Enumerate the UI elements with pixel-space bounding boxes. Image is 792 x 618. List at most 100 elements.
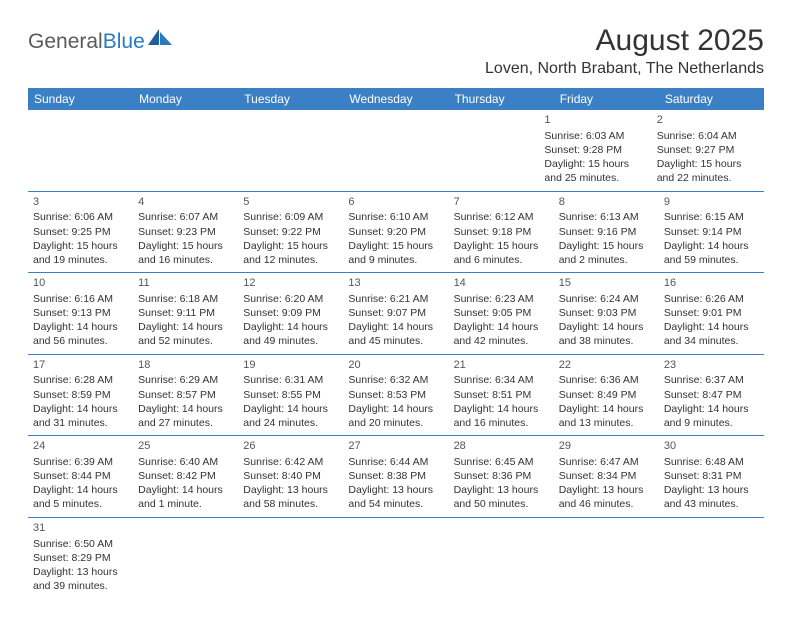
sunrise-text: Sunrise: 6:23 AM xyxy=(454,292,549,306)
empty-cell xyxy=(142,518,246,599)
sunrise-text: Sunrise: 6:28 AM xyxy=(33,373,128,387)
sunrise-text: Sunrise: 6:16 AM xyxy=(33,292,128,306)
daylight-text: and 34 minutes. xyxy=(664,334,759,348)
daylight-text: Daylight: 14 hours xyxy=(454,320,549,334)
daylight-text: and 27 minutes. xyxy=(138,416,233,430)
daylight-text: and 39 minutes. xyxy=(33,579,137,593)
sunrise-text: Sunrise: 6:03 AM xyxy=(544,129,646,143)
sunset-text: Sunset: 9:11 PM xyxy=(138,306,233,320)
day-number: 1 xyxy=(544,113,646,128)
daylight-text: Daylight: 15 hours xyxy=(657,157,759,171)
daylight-text: Daylight: 13 hours xyxy=(243,483,338,497)
daylight-text: Daylight: 14 hours xyxy=(33,483,128,497)
daylight-text: Daylight: 14 hours xyxy=(559,320,654,334)
daylight-text: and 20 minutes. xyxy=(348,416,443,430)
week-row: 10Sunrise: 6:16 AMSunset: 9:13 PMDayligh… xyxy=(28,273,764,355)
daylight-text: and 56 minutes. xyxy=(33,334,128,348)
day-number: 5 xyxy=(243,195,338,210)
sunset-text: Sunset: 9:09 PM xyxy=(243,306,338,320)
daylight-text: Daylight: 14 hours xyxy=(348,320,443,334)
daylight-text: Daylight: 14 hours xyxy=(33,320,128,334)
day-header: Wednesday xyxy=(343,88,448,110)
sunrise-text: Sunrise: 6:31 AM xyxy=(243,373,338,387)
sunrise-text: Sunrise: 6:44 AM xyxy=(348,455,443,469)
daylight-text: Daylight: 14 hours xyxy=(664,402,759,416)
daylight-text: and 6 minutes. xyxy=(454,253,549,267)
title-block: August 2025 Loven, North Brabant, The Ne… xyxy=(485,24,764,78)
day-number: 24 xyxy=(33,439,128,454)
sunset-text: Sunset: 8:29 PM xyxy=(33,551,137,565)
day-headers-row: SundayMondayTuesdayWednesdayThursdayFrid… xyxy=(28,88,764,110)
sunrise-text: Sunrise: 6:07 AM xyxy=(138,210,233,224)
day-cell: 16Sunrise: 6:26 AMSunset: 9:01 PMDayligh… xyxy=(659,273,764,354)
daylight-text: and 49 minutes. xyxy=(243,334,338,348)
day-header: Tuesday xyxy=(238,88,343,110)
sunset-text: Sunset: 8:49 PM xyxy=(559,388,654,402)
sunset-text: Sunset: 8:57 PM xyxy=(138,388,233,402)
week-row: 24Sunrise: 6:39 AMSunset: 8:44 PMDayligh… xyxy=(28,436,764,518)
daylight-text: and 12 minutes. xyxy=(243,253,338,267)
day-number: 20 xyxy=(348,358,443,373)
sunset-text: Sunset: 8:31 PM xyxy=(664,469,759,483)
daylight-text: Daylight: 15 hours xyxy=(243,239,338,253)
day-number: 13 xyxy=(348,276,443,291)
sunset-text: Sunset: 8:44 PM xyxy=(33,469,128,483)
day-header: Monday xyxy=(133,88,238,110)
header-row: GeneralBlue August 2025 Loven, North Bra… xyxy=(28,24,764,78)
daylight-text: and 9 minutes. xyxy=(664,416,759,430)
sunset-text: Sunset: 9:01 PM xyxy=(664,306,759,320)
sunrise-text: Sunrise: 6:26 AM xyxy=(664,292,759,306)
daylight-text: and 1 minute. xyxy=(138,497,233,511)
day-number: 31 xyxy=(33,521,137,536)
sunset-text: Sunset: 8:36 PM xyxy=(454,469,549,483)
day-number: 8 xyxy=(559,195,654,210)
week-row: 31Sunrise: 6:50 AMSunset: 8:29 PMDayligh… xyxy=(28,518,764,599)
empty-cell xyxy=(335,110,437,191)
day-cell: 23Sunrise: 6:37 AMSunset: 8:47 PMDayligh… xyxy=(659,355,764,436)
daylight-text: and 58 minutes. xyxy=(243,497,338,511)
day-number: 23 xyxy=(664,358,759,373)
day-number: 25 xyxy=(138,439,233,454)
sunrise-text: Sunrise: 6:50 AM xyxy=(33,537,137,551)
daylight-text: Daylight: 14 hours xyxy=(559,402,654,416)
day-cell: 29Sunrise: 6:47 AMSunset: 8:34 PMDayligh… xyxy=(554,436,659,517)
daylight-text: and 19 minutes. xyxy=(33,253,128,267)
day-cell: 17Sunrise: 6:28 AMSunset: 8:59 PMDayligh… xyxy=(28,355,133,436)
daylight-text: Daylight: 14 hours xyxy=(243,320,338,334)
sunrise-text: Sunrise: 6:18 AM xyxy=(138,292,233,306)
empty-cell xyxy=(557,518,661,599)
sunrise-text: Sunrise: 6:48 AM xyxy=(664,455,759,469)
day-cell: 14Sunrise: 6:23 AMSunset: 9:05 PMDayligh… xyxy=(449,273,554,354)
day-cell: 28Sunrise: 6:45 AMSunset: 8:36 PMDayligh… xyxy=(449,436,554,517)
sunrise-text: Sunrise: 6:06 AM xyxy=(33,210,128,224)
day-cell: 30Sunrise: 6:48 AMSunset: 8:31 PMDayligh… xyxy=(659,436,764,517)
day-cell: 27Sunrise: 6:44 AMSunset: 8:38 PMDayligh… xyxy=(343,436,448,517)
daylight-text: and 25 minutes. xyxy=(544,171,646,185)
sunrise-text: Sunrise: 6:04 AM xyxy=(657,129,759,143)
week-row: 17Sunrise: 6:28 AMSunset: 8:59 PMDayligh… xyxy=(28,355,764,437)
day-number: 21 xyxy=(454,358,549,373)
day-cell: 4Sunrise: 6:07 AMSunset: 9:23 PMDaylight… xyxy=(133,192,238,273)
daylight-text: and 59 minutes. xyxy=(664,253,759,267)
daylight-text: and 38 minutes. xyxy=(559,334,654,348)
daylight-text: and 45 minutes. xyxy=(348,334,443,348)
day-cell: 13Sunrise: 6:21 AMSunset: 9:07 PMDayligh… xyxy=(343,273,448,354)
sunrise-text: Sunrise: 6:12 AM xyxy=(454,210,549,224)
sunset-text: Sunset: 9:05 PM xyxy=(454,306,549,320)
daylight-text: and 54 minutes. xyxy=(348,497,443,511)
sunset-text: Sunset: 8:51 PM xyxy=(454,388,549,402)
daylight-text: Daylight: 15 hours xyxy=(454,239,549,253)
daylight-text: Daylight: 14 hours xyxy=(664,239,759,253)
daylight-text: Daylight: 15 hours xyxy=(138,239,233,253)
sunrise-text: Sunrise: 6:32 AM xyxy=(348,373,443,387)
daylight-text: Daylight: 14 hours xyxy=(664,320,759,334)
sunrise-text: Sunrise: 6:20 AM xyxy=(243,292,338,306)
logo: GeneralBlue xyxy=(28,30,173,54)
day-cell: 20Sunrise: 6:32 AMSunset: 8:53 PMDayligh… xyxy=(343,355,448,436)
day-cell: 21Sunrise: 6:34 AMSunset: 8:51 PMDayligh… xyxy=(449,355,554,436)
sunrise-text: Sunrise: 6:42 AM xyxy=(243,455,338,469)
sunset-text: Sunset: 9:14 PM xyxy=(664,225,759,239)
location-text: Loven, North Brabant, The Netherlands xyxy=(485,60,764,78)
day-cell: 10Sunrise: 6:16 AMSunset: 9:13 PMDayligh… xyxy=(28,273,133,354)
sunrise-text: Sunrise: 6:40 AM xyxy=(138,455,233,469)
